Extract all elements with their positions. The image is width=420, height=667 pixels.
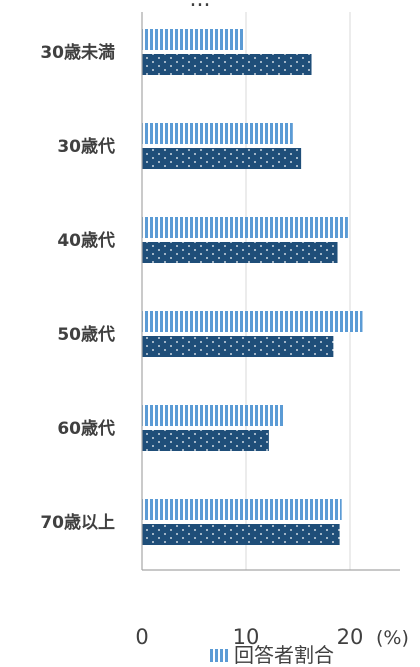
bar-series-0-1 — [142, 123, 293, 144]
bar-series-0-2 — [142, 217, 348, 238]
chart-title-fragment: ... — [190, 0, 211, 12]
category-label: 30歳未満 — [40, 42, 115, 63]
category-label: 30歳代 — [57, 136, 115, 157]
legend: 回答者割合 — [209, 643, 334, 667]
legend-label: 回答者割合 — [234, 643, 334, 667]
bar-series-0-4 — [142, 405, 285, 426]
x-tick-label: 20 — [337, 625, 364, 649]
bar-series-1-3 — [142, 336, 334, 357]
legend-swatch — [209, 649, 230, 662]
bar-series-1-5 — [142, 524, 340, 545]
x-unit-label: (%) — [376, 627, 409, 649]
bar-series-1-4 — [142, 430, 269, 451]
category-label: 60歳代 — [57, 418, 115, 439]
category-label: 40歳代 — [57, 230, 115, 251]
x-tick-label: 10 — [233, 625, 260, 649]
bar-series-0-5 — [142, 499, 342, 520]
tick-labels: 0 10 20 — [135, 625, 363, 649]
bar-series-0-3 — [142, 311, 363, 332]
bars — [142, 29, 363, 545]
bar-series-0-0 — [142, 29, 244, 50]
bar-series-1-1 — [142, 148, 302, 169]
x-tick-label: 0 — [135, 625, 148, 649]
axes — [141, 12, 400, 571]
category-labels: 30歳未満 30歳代 40歳代 50歳代 60歳代 70歳以上 — [40, 42, 115, 533]
bar-series-1-2 — [142, 242, 338, 263]
bar-series-1-0 — [142, 54, 312, 75]
category-label: 50歳代 — [57, 324, 115, 345]
category-label: 70歳以上 — [40, 512, 115, 533]
gridlines — [245, 12, 351, 570]
